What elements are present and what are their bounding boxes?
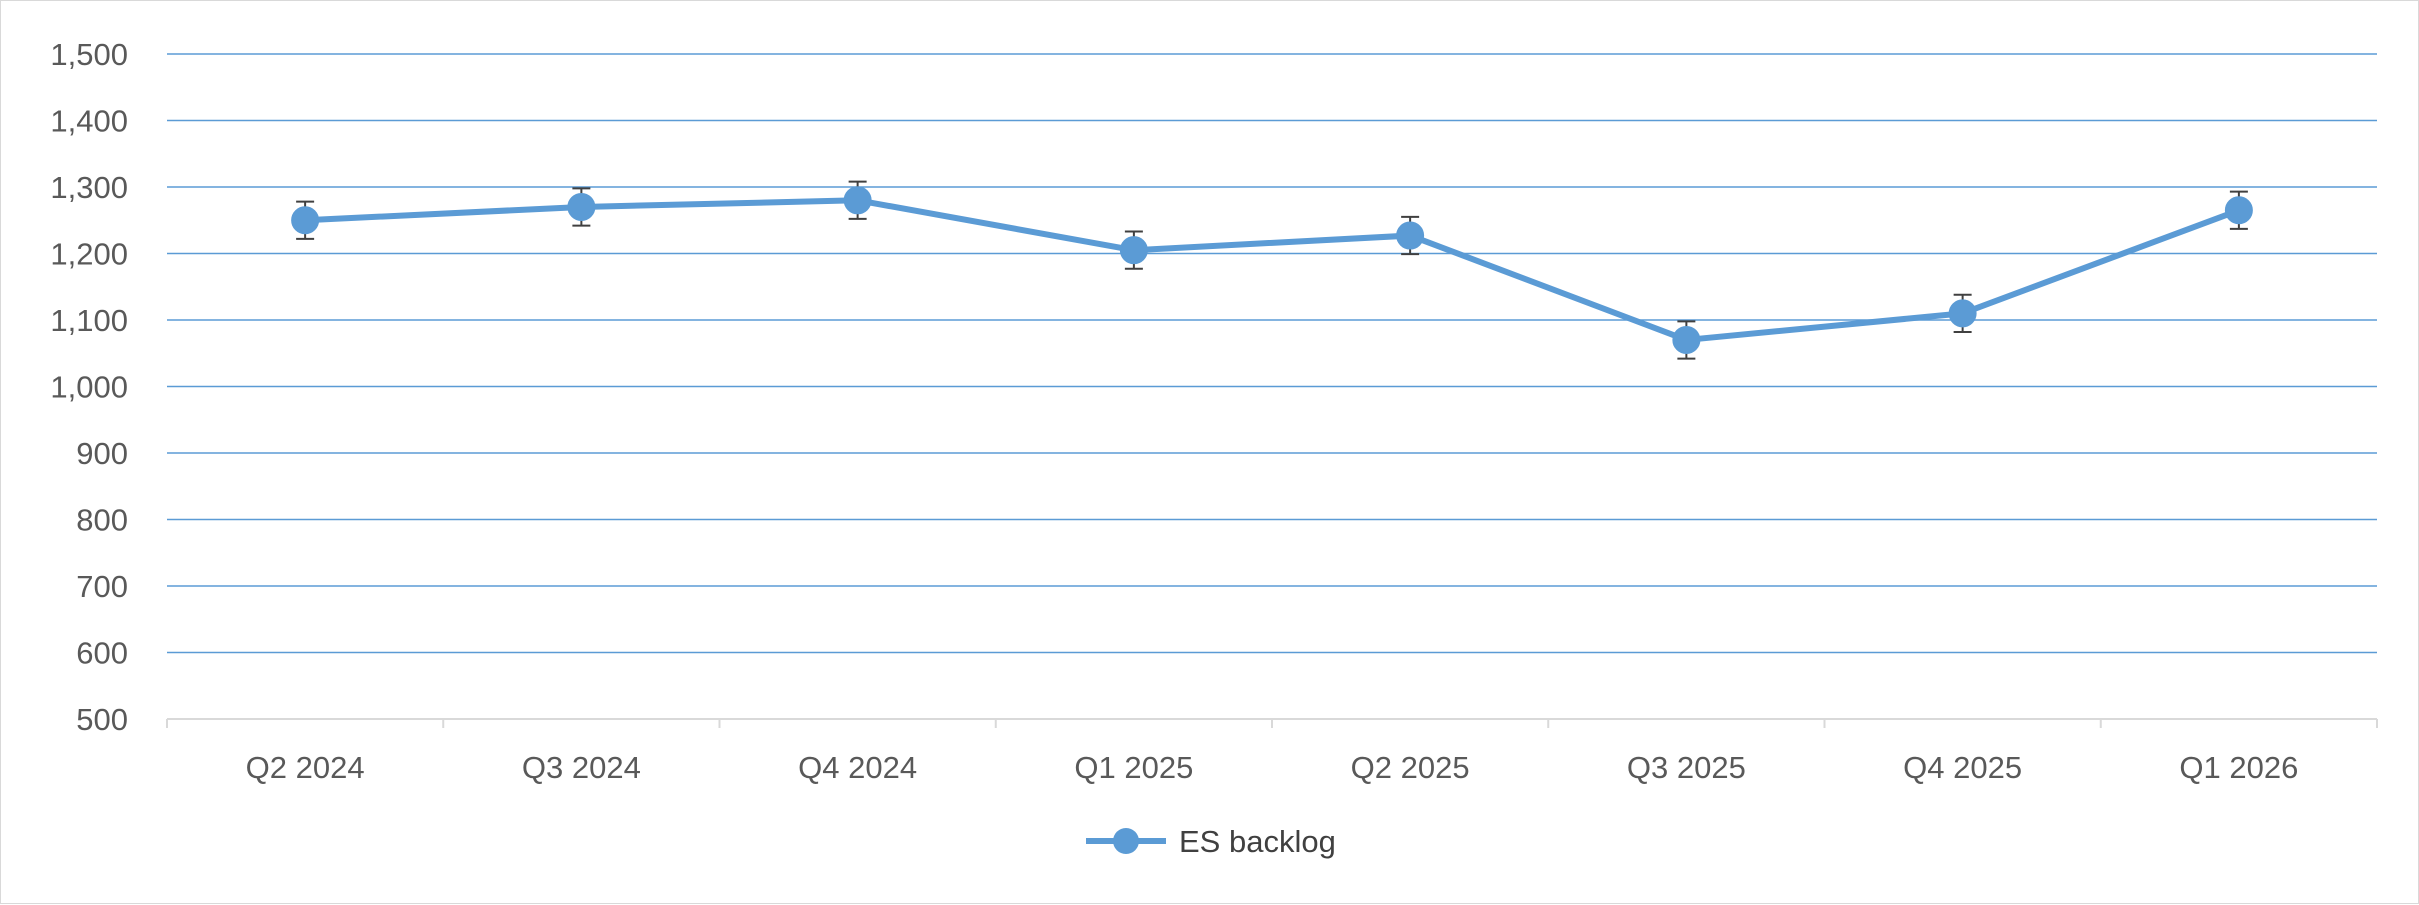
x-tick-label: Q2 2024 <box>246 750 365 785</box>
data-point-q3-2024 <box>567 192 596 221</box>
y-tick-label-700: 700 <box>76 569 128 604</box>
x-tick-label: Q2 2025 <box>1351 750 1470 785</box>
x-tick-label: Q4 2024 <box>798 750 917 785</box>
x-tick-label: Q1 2025 <box>1074 750 1193 785</box>
gridlines <box>167 53 2377 654</box>
legend: ES backlog <box>1086 824 1336 859</box>
x-axis-tick-labels: Q2 2024 Q3 2024 Q4 2024 Q1 2025 Q2 2025 Q3 20… <box>246 750 2299 785</box>
y-tick-label-1000: 1,000 <box>50 370 128 405</box>
y-tick-label-1300: 1,300 <box>50 170 128 205</box>
series-line <box>304 197 2240 343</box>
y-tick-label-600: 600 <box>76 636 128 671</box>
x-tick-label: Q3 2024 <box>522 750 641 785</box>
y-tick-label-800: 800 <box>76 503 128 538</box>
y-tick-label-1100: 1,100 <box>50 303 128 338</box>
legend-marker-swatch <box>1113 828 1139 854</box>
data-point-q2-2025 <box>1396 221 1425 250</box>
y-tick-label-500: 500 <box>76 702 128 737</box>
x-axis <box>166 718 2378 728</box>
x-tick-label: Q4 2025 <box>1903 750 2022 785</box>
y-axis-tick-labels: 500 600 700 800 900 1,000 1,100 1,200 1,300 1,400… <box>50 37 128 737</box>
y-tick-label-900: 900 <box>76 436 128 471</box>
data-point-q1-2026 <box>2224 196 2253 225</box>
data-point-q2-2024 <box>291 206 320 235</box>
data-point-q3-2025 <box>1672 325 1701 354</box>
data-point-q4-2024 <box>843 186 872 215</box>
x-tick-label: Q1 2026 <box>2179 750 2298 785</box>
data-point-q1-2025 <box>1119 236 1148 265</box>
y-tick-label-1200: 1,200 <box>50 237 128 272</box>
legend-label-es-backlog: ES backlog <box>1179 824 1336 859</box>
series-es-backlog <box>291 180 2253 360</box>
y-tick-label-1400: 1,400 <box>50 104 128 139</box>
y-tick-label-1500: 1,500 <box>50 37 128 72</box>
x-tick-label: Q3 2025 <box>1627 750 1746 785</box>
data-point-q4-2025 <box>1948 299 1977 328</box>
